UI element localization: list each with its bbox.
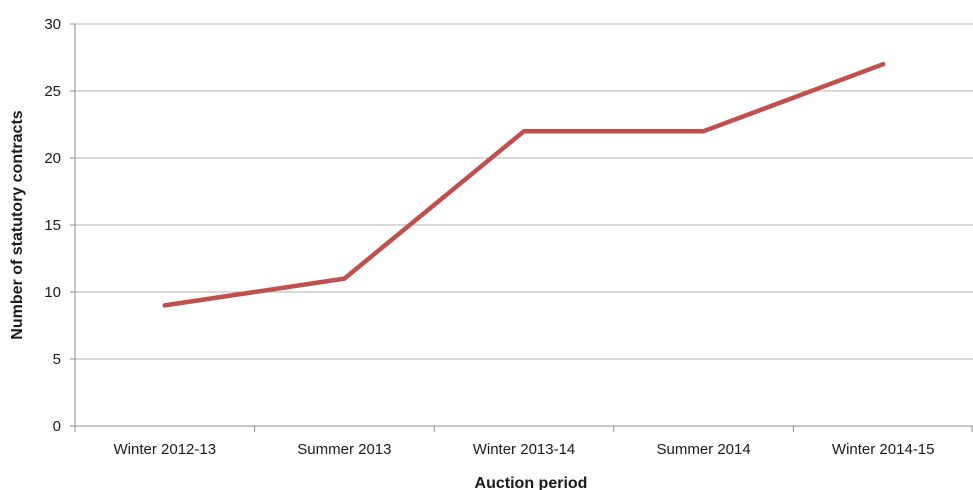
y-tick-label: 25	[44, 83, 61, 100]
x-tick-label: Winter 2014-15	[832, 441, 935, 458]
series-line	[162, 61, 886, 308]
x-axis-title: Auction period	[475, 475, 588, 490]
y-tick-label: 15	[44, 217, 61, 234]
y-tick-label: 0	[53, 418, 61, 435]
x-tick-label: Winter 2013-14	[473, 441, 576, 458]
y-axis-title: Number of statutory contracts	[9, 110, 26, 339]
x-tick-label: Summer 2014	[656, 441, 750, 458]
y-tick-label: 20	[44, 150, 61, 167]
y-tick-label: 5	[53, 351, 61, 368]
x-axis: Winter 2012-13 Summer 2013 Winter 2013-14 S…	[70, 425, 973, 458]
x-tick-label: Winter 2012-13	[114, 441, 217, 458]
x-tick-label: Summer 2013	[297, 441, 391, 458]
y-tick-label: 30	[44, 16, 61, 33]
gridlines	[75, 23, 973, 360]
series-group	[162, 61, 886, 308]
y-axis: 0 5 10 15 20 25 30	[44, 16, 76, 435]
y-tick-label: 10	[44, 284, 61, 301]
